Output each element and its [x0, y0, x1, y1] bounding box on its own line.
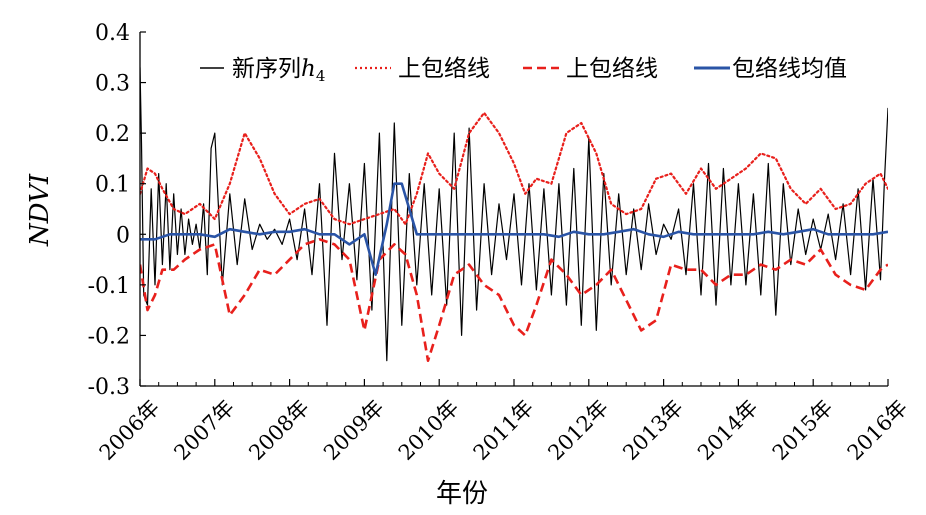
- y-axis-ticks: -0.3 -0.2 -0.1 0 0.1 0.2 0.3 0.4: [88, 21, 146, 400]
- legend-label: 新序列h4: [232, 56, 325, 85]
- y-tick-label: 0.2: [95, 122, 130, 147]
- x-tick-label: 2016年: [843, 395, 913, 465]
- x-tick-label: 2015年: [768, 395, 838, 465]
- series-line-3: [140, 182, 888, 276]
- legend: 新序列h4 上包络线 上包络线 包络线均值: [200, 56, 847, 85]
- x-tick-label: 2009年: [319, 395, 389, 465]
- plot-area: [140, 67, 888, 362]
- series-line-1: [140, 111, 888, 226]
- x-tick-label: 2012年: [543, 395, 613, 465]
- y-tick-label: 0: [116, 223, 130, 248]
- x-tick-label: 2010年: [394, 395, 464, 465]
- y-tick-label: -0.2: [88, 324, 130, 349]
- x-tick-label: 2006年: [95, 395, 165, 465]
- y-tick-label: 0.1: [95, 173, 130, 198]
- y-axis-title: NDVI: [25, 173, 55, 247]
- legend-label: 上包络线: [398, 56, 490, 82]
- x-tick-label: 2011年: [469, 395, 539, 465]
- x-tick-label: 2007年: [169, 395, 239, 465]
- series-line-0: [140, 67, 888, 362]
- axes: [139, 32, 888, 387]
- y-tick-label: 0.3: [95, 72, 130, 97]
- y-tick-label: 0.4: [95, 21, 130, 46]
- series-line-2: [140, 238, 888, 362]
- x-axis-ticks: 2006年 2007年 2008年 2009年 2010年 2011年 2012年 2013年…: [95, 379, 913, 465]
- legend-label: 包络线均值: [732, 56, 847, 82]
- y-tick-label: -0.1: [88, 274, 130, 299]
- legend-label: 上包络线: [566, 56, 658, 82]
- x-axis-title: 年份: [436, 479, 488, 509]
- y-tick-label: -0.3: [88, 375, 130, 400]
- x-tick-label: 2013年: [618, 395, 688, 465]
- x-tick-label: 2008年: [244, 395, 314, 465]
- x-tick-label: 2014年: [693, 395, 763, 465]
